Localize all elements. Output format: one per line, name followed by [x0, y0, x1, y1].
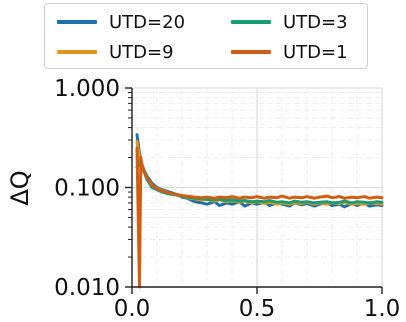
legend-entry-utd1: UTD=1	[231, 40, 348, 64]
legend-swatch-utd20	[57, 20, 97, 24]
series-line-utd1	[135, 146, 384, 289]
legend-label-utd3: UTD=3	[283, 11, 348, 33]
legend-entry-utd9: UTD=9	[57, 40, 174, 64]
x-tick-label: 0.0	[114, 296, 151, 322]
x-tick-label: 0.5	[239, 296, 276, 322]
y-tick-label: 0.100	[54, 176, 120, 202]
y-tick-label: 1.000	[54, 76, 120, 102]
legend-entry-utd3: UTD=3	[231, 10, 348, 34]
legend-label-utd1: UTD=1	[283, 41, 348, 63]
legend-label-utd20: UTD=20	[109, 11, 186, 33]
legend-swatch-utd9	[57, 50, 97, 54]
legend: UTD=20 UTD=3 UTD=9 UTD=1	[44, 3, 368, 69]
legend-swatch-utd1	[231, 50, 271, 54]
legend-label-utd9: UTD=9	[109, 41, 174, 63]
x-tick-label: 1.0	[364, 296, 401, 322]
legend-entry-utd20: UTD=20	[57, 10, 185, 34]
legend-swatch-utd3	[231, 20, 271, 24]
y-axis-label: ΔQ	[6, 170, 34, 205]
y-tick-label: 0.010	[54, 275, 120, 301]
